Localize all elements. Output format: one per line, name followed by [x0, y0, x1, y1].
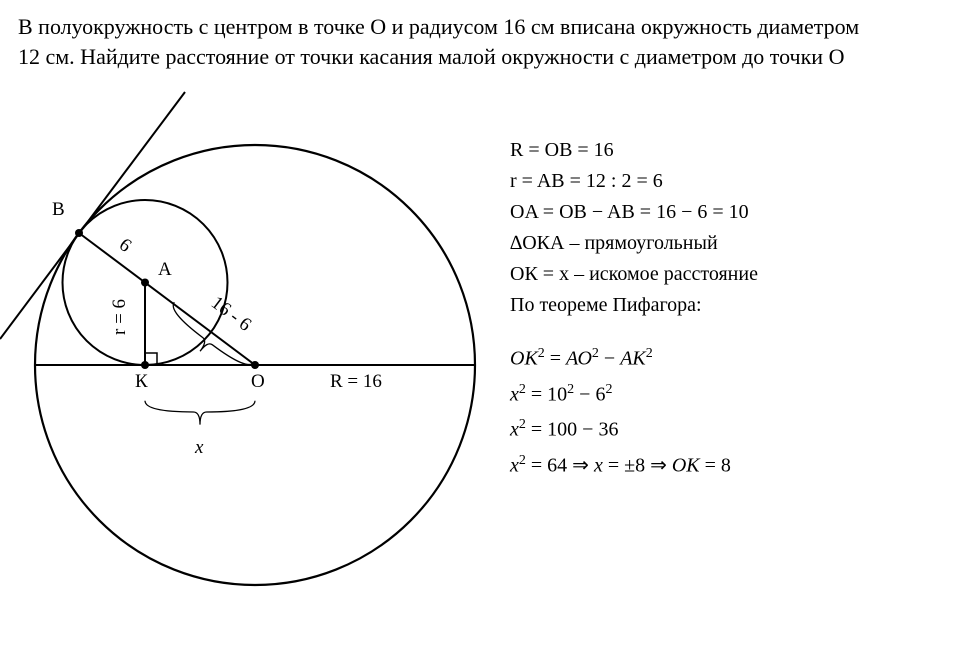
svg-text:R = 16: R = 16: [330, 371, 382, 392]
sol-line-2: r = AB = 12 : 2 = 6: [510, 166, 940, 197]
geometric-diagram: ОКАВ6r = 616 - 6R = 16x: [10, 95, 500, 640]
svg-text:6: 6: [115, 234, 135, 256]
svg-text:А: А: [158, 259, 172, 280]
svg-text:r = 6: r = 6: [109, 299, 130, 335]
svg-text:В: В: [52, 199, 65, 220]
svg-text:К: К: [135, 371, 148, 392]
svg-text:О: О: [251, 371, 265, 392]
math-line-3: x2 = 100 − 36: [510, 414, 940, 446]
math-line-1: ОК2 = АО2 − АК2: [510, 343, 940, 375]
sol-line-4: ∆ОКА – прямоугольный: [510, 228, 940, 259]
sol-line-3: OA = OB − AB = 16 − 6 = 10: [510, 197, 940, 228]
svg-text:x: x: [194, 437, 204, 458]
problem-line-1: В полуокружность с центром в точке О и р…: [18, 14, 859, 39]
sol-line-6: По теореме Пифагора:: [510, 290, 940, 321]
problem-statement: В полуокружность с центром в точке О и р…: [18, 12, 947, 71]
sol-line-1: R = OB = 16: [510, 135, 940, 166]
problem-line-2: 12 см. Найдите расстояние от точки касан…: [18, 44, 844, 69]
sol-line-5: ОК = х – искомое расстояние: [510, 259, 940, 290]
math-line-2: x2 = 102 − 62: [510, 379, 940, 411]
math-line-4: x2 = 64 ⇒ x = ±8 ⇒ ОК = 8: [510, 450, 940, 482]
solution-block: R = OB = 16 r = AB = 12 : 2 = 6 OA = OB …: [510, 135, 940, 482]
